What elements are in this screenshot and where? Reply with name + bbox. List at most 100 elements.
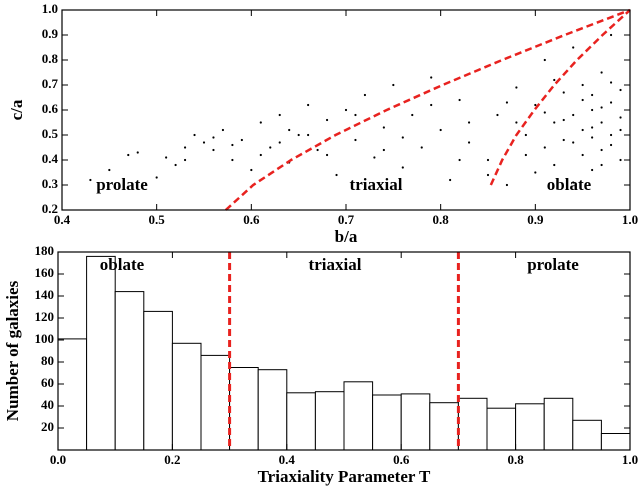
point: [581, 83, 584, 87]
point: [430, 76, 433, 79]
point: [562, 91, 565, 94]
y-tick-label: 0.6: [42, 101, 59, 116]
point: [325, 118, 329, 122]
point: [515, 121, 518, 124]
point: [505, 101, 509, 104]
bar: [86, 255, 116, 451]
point: [174, 163, 177, 167]
y-tick-label: 60: [41, 375, 54, 390]
point: [572, 46, 575, 49]
x-tick-label: 1.0: [622, 212, 638, 227]
x-axis-label: Triaxiality Parameter T: [258, 467, 431, 486]
point: [127, 153, 130, 157]
point: [553, 78, 556, 82]
bar: [600, 433, 631, 451]
point: [382, 148, 385, 152]
point: [430, 103, 433, 107]
bar: [372, 394, 402, 451]
point: [591, 136, 594, 139]
region-label: prolate: [527, 255, 579, 274]
point: [609, 81, 613, 84]
point: [259, 121, 262, 124]
y-tick-label: 0.2: [42, 201, 58, 216]
bar: [543, 397, 574, 451]
point: [619, 158, 622, 162]
x-tick-label: 0.7: [338, 212, 355, 227]
point: [524, 153, 527, 157]
y-tick-label: 160: [35, 265, 55, 280]
plot-frame: [57, 251, 631, 451]
point: [297, 133, 300, 137]
point: [250, 168, 253, 172]
point: [609, 133, 613, 137]
point: [108, 168, 111, 172]
x-tick-label: 0.5: [149, 212, 166, 227]
point: [165, 156, 168, 159]
point: [600, 148, 603, 152]
bar: [200, 354, 231, 451]
y-tick-label: 0.5: [42, 126, 59, 141]
bar: [486, 407, 517, 451]
point: [354, 113, 357, 117]
point: [553, 121, 556, 124]
point: [136, 151, 139, 154]
point: [515, 86, 518, 89]
point: [562, 118, 565, 122]
bar: [143, 310, 173, 451]
y-tick-label: 0.4: [42, 151, 59, 166]
region-label: triaxial: [350, 175, 403, 194]
point: [344, 108, 348, 112]
bar: [572, 419, 602, 451]
point: [591, 108, 594, 112]
boundary-curve: [224, 8, 631, 211]
point: [202, 141, 206, 144]
point: [155, 176, 158, 179]
point: [373, 156, 376, 159]
point: [392, 83, 395, 87]
x-tick-label: 0.0: [50, 452, 66, 467]
point: [183, 158, 187, 162]
y-tick-label: 140: [35, 287, 55, 302]
y-tick-label: 120: [35, 309, 55, 324]
point: [600, 71, 603, 74]
point: [591, 93, 594, 97]
bar: [57, 338, 88, 451]
point: [600, 163, 603, 167]
region-label: triaxial: [309, 255, 362, 274]
x-tick-label: 0.8: [433, 212, 450, 227]
x-tick-label: 0.9: [527, 212, 544, 227]
y-tick-label: 0.9: [42, 26, 59, 41]
point: [335, 173, 338, 177]
region-label: oblate: [100, 255, 145, 274]
y-axis-label: c/a: [7, 99, 26, 120]
point: [89, 178, 92, 182]
point: [420, 146, 423, 149]
point: [439, 128, 442, 132]
point: [496, 113, 499, 117]
region-label: oblate: [547, 175, 592, 194]
point: [354, 138, 357, 142]
point: [581, 153, 584, 157]
point: [278, 113, 281, 117]
x-tick-label: 0.2: [164, 452, 180, 467]
bar: [515, 403, 545, 451]
point: [212, 136, 215, 139]
point: [572, 113, 575, 117]
point: [316, 148, 319, 152]
point: [581, 98, 584, 102]
bar: [314, 391, 345, 451]
point: [600, 106, 603, 109]
x-tick-label: 0.4: [279, 452, 296, 467]
point: [572, 181, 575, 184]
point: [449, 178, 452, 182]
point: [534, 103, 537, 107]
x-axis-label: b/a: [335, 227, 358, 246]
point: [231, 143, 234, 147]
point: [411, 113, 414, 117]
point: [619, 88, 622, 92]
y-tick-label: 180: [35, 243, 55, 258]
point: [609, 101, 613, 104]
point: [307, 133, 310, 137]
point: [382, 126, 385, 129]
